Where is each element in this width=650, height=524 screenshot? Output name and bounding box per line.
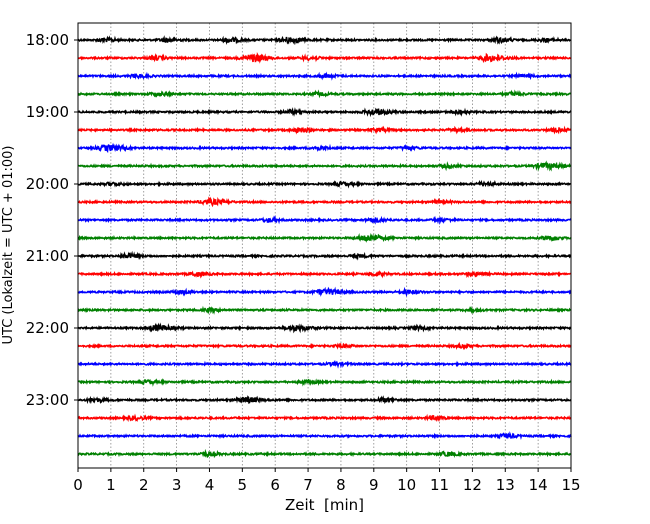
trace-2000 [78, 179, 572, 189]
x-tick-label: 12 [463, 476, 482, 494]
trace-1800 [77, 35, 572, 46]
trace-1845 [77, 89, 572, 99]
trace-1830 [77, 71, 572, 81]
trace-2045 [77, 232, 572, 243]
trace-1945 [77, 160, 572, 172]
x-tick-label: 10 [397, 476, 416, 494]
trace-1815 [77, 52, 572, 64]
trace-2100 [77, 250, 572, 261]
x-tick-label: 11 [430, 476, 449, 494]
trace-2115 [77, 269, 572, 279]
x-tick-label: 8 [336, 476, 346, 494]
trace-1900 [77, 107, 572, 118]
y-axis-label: UTC (Lokalzeit = UTC + 01:00) [1, 146, 16, 345]
y-tick-label: 23:00 [26, 391, 69, 409]
x-tick-label: 0 [73, 476, 83, 494]
x-tick-label: 6 [270, 476, 280, 494]
x-tick-label: 5 [238, 476, 248, 494]
trace-2330 [77, 431, 572, 440]
trace-1930 [77, 142, 572, 154]
x-tick-label: 4 [205, 476, 215, 494]
y-tick-label: 18:00 [26, 31, 69, 49]
grid-lines [110, 23, 539, 468]
x-tick-label: 2 [139, 476, 149, 494]
trace-2200 [77, 322, 572, 334]
trace-1915 [77, 125, 572, 135]
trace-2300 [77, 395, 572, 405]
y-tick-label: 20:00 [26, 175, 69, 193]
trace-2130 [77, 286, 572, 297]
x-tick-label: 13 [496, 476, 515, 494]
trace-2230 [77, 360, 572, 369]
y-tick-label: 21:00 [26, 247, 69, 265]
y-tick-label: 19:00 [26, 103, 69, 121]
y-axis-ticks: 18:00 19:00 20:00 21:00 22:00 23:00 [26, 31, 78, 409]
x-tick-label: 14 [529, 476, 548, 494]
x-axis-ticks: 0 1 2 3 4 5 6 7 8 9 10 11 12 13 14 15 [73, 468, 581, 494]
x-tick-label: 1 [106, 476, 116, 494]
y-tick-label: 22:00 [26, 319, 69, 337]
x-axis-label: Zeit [min] [285, 496, 364, 514]
x-tick-label: 9 [369, 476, 379, 494]
trace-2345 [77, 448, 572, 459]
trace-2245 [77, 378, 572, 387]
trace-2315 [77, 413, 572, 423]
trace-2030 [77, 214, 572, 225]
x-tick-label: 3 [172, 476, 182, 494]
trace-2145 [77, 305, 572, 315]
trace-2015 [77, 196, 572, 208]
plot-frame [77, 22, 572, 469]
trace-2215 [77, 341, 572, 351]
seismic-traces [77, 35, 572, 459]
x-tick-label: 7 [303, 476, 313, 494]
x-tick-label: 15 [561, 476, 580, 494]
